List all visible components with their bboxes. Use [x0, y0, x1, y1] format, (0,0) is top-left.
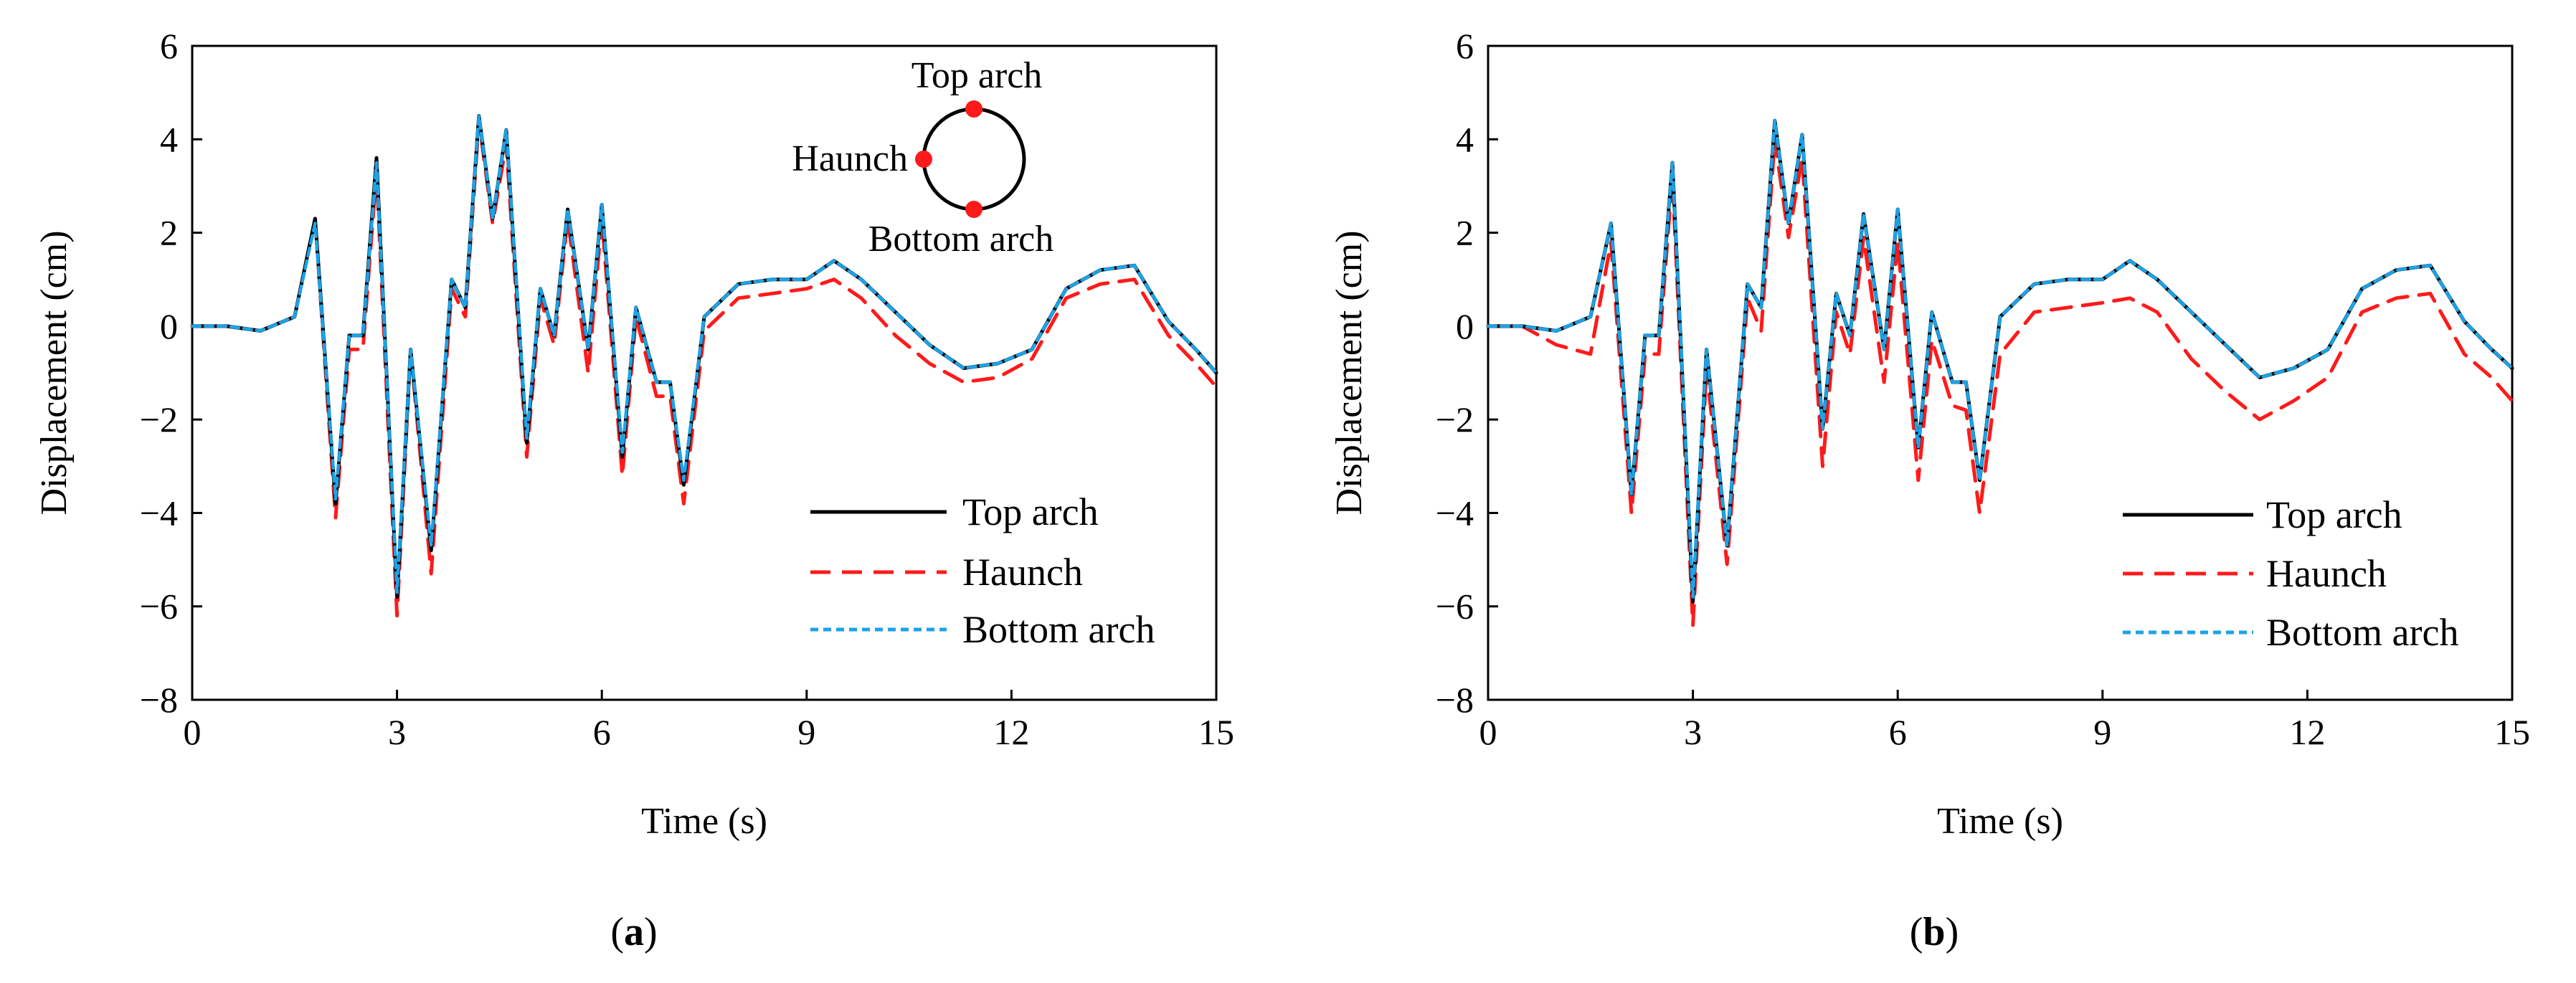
series-lines [190, 114, 1218, 618]
legend-label-top-arch: Top arch [2266, 493, 2402, 536]
inset-label-bottom-arch: Bottom arch [868, 219, 1054, 260]
series-bottom-arch [1486, 118, 2514, 599]
legend: Top arch Haunch Bottom arch [2123, 493, 2458, 654]
y-tick-label: −2 [140, 399, 178, 440]
y-tick-label: 4 [1456, 119, 1474, 159]
y-axis-label: Displacement (cm) [34, 230, 75, 515]
legend-label-haunch: Haunch [962, 551, 1083, 594]
y-axis-label: Displacement (cm) [1329, 230, 1370, 515]
arch-inset-diagram: Top arch Haunch Bottom arch [792, 55, 1053, 260]
panel-label-a: (a) [610, 910, 657, 954]
legend: Top arch Haunch Bottom arch [810, 490, 1155, 651]
x-tick-label: 12 [993, 712, 1029, 752]
x-tick-label: 9 [2093, 712, 2111, 752]
legend-label-top-arch: Top arch [962, 490, 1099, 533]
y-tick-label: −8 [140, 680, 178, 720]
y-tick-label: −4 [140, 493, 178, 533]
x-tick-label: 15 [2494, 712, 2530, 752]
y-tick-label: 0 [160, 306, 178, 346]
chart-panel-a: 0 3 6 9 12 15 −8 −6 −4 −2 0 2 4 6 Time (s) Displaceme… [34, 26, 1234, 954]
y-tick-label: 2 [160, 213, 178, 253]
axis-ticks: 0 3 6 9 12 15 −8 −6 −4 −2 0 2 4 6 [140, 26, 1234, 752]
x-tick-label: 9 [797, 712, 815, 752]
y-tick-label: 6 [1456, 26, 1474, 66]
y-tick-label: −8 [1436, 680, 1474, 720]
x-axis-label: Time (s) [641, 801, 767, 842]
chart-panel-b: 0 3 6 9 12 15 −8 −6 −4 −2 0 2 4 6 Time (s) Displaceme… [1329, 26, 2530, 954]
y-tick-label: 6 [160, 26, 178, 66]
tunnel-ring [922, 107, 1026, 212]
series-lines [1486, 118, 2514, 627]
inset-label-top-arch: Top arch [911, 55, 1043, 96]
y-tick-label: −6 [140, 587, 178, 627]
haunch-point [915, 151, 932, 168]
legend-label-haunch: Haunch [2266, 552, 2387, 595]
y-tick-label: −4 [1436, 493, 1474, 533]
y-tick-label: 2 [1456, 213, 1474, 253]
y-tick-label: 0 [1456, 306, 1474, 346]
panel-label-b: (b) [1910, 910, 1959, 954]
x-tick-label: 3 [388, 712, 406, 752]
x-tick-label: 6 [593, 712, 611, 752]
x-tick-label: 12 [2289, 712, 2325, 752]
bottom-arch-point [965, 201, 982, 218]
x-tick-label: 6 [1889, 712, 1907, 752]
x-tick-label: 3 [1684, 712, 1702, 752]
panel-letter-a: a [624, 910, 644, 954]
axis-ticks: 0 3 6 9 12 15 −8 −6 −4 −2 0 2 4 6 [1436, 26, 2530, 752]
y-tick-label: 4 [160, 119, 178, 159]
legend-label-bottom-arch: Bottom arch [2266, 611, 2458, 654]
series-bottom-arch [190, 114, 1218, 594]
x-tick-label: 0 [184, 712, 202, 752]
x-axis-label: Time (s) [1937, 801, 2063, 842]
inset-label-haunch: Haunch [792, 138, 908, 179]
x-tick-label: 15 [1198, 712, 1234, 752]
legend-label-bottom-arch: Bottom arch [962, 608, 1155, 651]
x-tick-label: 0 [1479, 712, 1497, 752]
y-tick-label: −2 [1436, 399, 1474, 440]
plot-frame [1487, 44, 2514, 701]
top-arch-point [965, 100, 982, 118]
y-tick-label: −6 [1436, 587, 1474, 627]
panel-letter-b: b [1923, 910, 1945, 954]
